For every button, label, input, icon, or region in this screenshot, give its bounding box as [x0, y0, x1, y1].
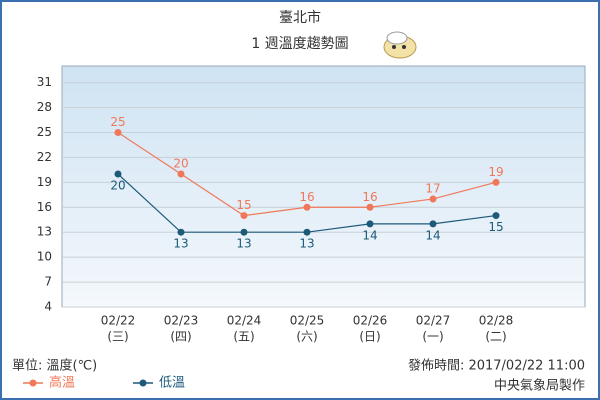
x-tick-label: 02/28: [479, 314, 514, 328]
point: [492, 178, 500, 186]
value-label: 13: [236, 237, 251, 251]
value-label: 20: [173, 157, 188, 171]
x-weekday-label: (日): [359, 330, 380, 344]
legend-label: 低溫: [159, 376, 185, 391]
legend-label: 高溫: [49, 375, 75, 391]
publish-time: 發佈時間: 2017/02/22 11:00: [408, 358, 585, 374]
chart-title: 臺北市: [279, 9, 321, 26]
x-tick-label: 02/24: [227, 314, 262, 328]
value-label: 17: [425, 181, 440, 195]
value-label: 13: [173, 237, 188, 251]
x-weekday-label: (一): [422, 330, 443, 344]
value-label: 13: [299, 237, 314, 251]
y-tick-label: 31: [37, 75, 52, 89]
point: [240, 228, 248, 236]
value-label: 15: [488, 220, 503, 234]
point: [114, 128, 122, 136]
x-tick-label: 02/22: [101, 314, 136, 328]
point: [240, 212, 248, 220]
point: [366, 220, 374, 228]
point: [177, 170, 185, 178]
credit: 中央氣象局製作: [494, 379, 585, 394]
point: [429, 220, 437, 228]
legend-marker: [139, 379, 147, 387]
y-tick-label: 19: [37, 175, 52, 189]
x-weekday-label: (五): [233, 330, 254, 344]
x-weekday-label: (二): [485, 330, 506, 344]
mascot-icon: [383, 31, 417, 59]
y-tick-label: 7: [44, 275, 52, 289]
legend-marker: [29, 379, 37, 387]
point: [366, 203, 374, 211]
value-label: 20: [110, 179, 125, 193]
value-label: 25: [110, 115, 125, 129]
value-label: 19: [488, 165, 503, 179]
point: [114, 170, 122, 178]
y-tick-label: 10: [37, 250, 52, 264]
value-label: 16: [299, 190, 314, 204]
y-tick-label: 28: [37, 100, 52, 114]
value-label: 15: [236, 198, 251, 212]
value-label: 14: [362, 228, 377, 242]
point: [303, 228, 311, 236]
x-tick-label: 02/27: [416, 314, 451, 328]
y-tick-label: 13: [37, 225, 52, 239]
y-tick-label: 4: [44, 300, 52, 314]
plot-area: [61, 65, 586, 308]
x-weekday-label: (四): [170, 330, 191, 344]
y-tick-label: 25: [37, 125, 52, 139]
x-tick-label: 02/23: [164, 314, 199, 328]
x-weekday-label: (三): [107, 330, 128, 344]
x-tick-label: 02/26: [353, 314, 388, 328]
chart-subtitle: 1 週溫度趨勢圖: [251, 36, 348, 52]
value-label: 16: [362, 190, 377, 204]
point: [177, 228, 185, 236]
unit-label: 單位: 溫度(℃): [12, 358, 97, 374]
x-weekday-label: (六): [296, 330, 317, 344]
value-label: 14: [425, 228, 440, 242]
point: [429, 195, 437, 203]
y-tick-label: 16: [37, 200, 52, 214]
point: [492, 212, 500, 220]
point: [303, 203, 311, 211]
x-tick-label: 02/25: [290, 314, 325, 328]
y-tick-label: 22: [37, 150, 52, 164]
